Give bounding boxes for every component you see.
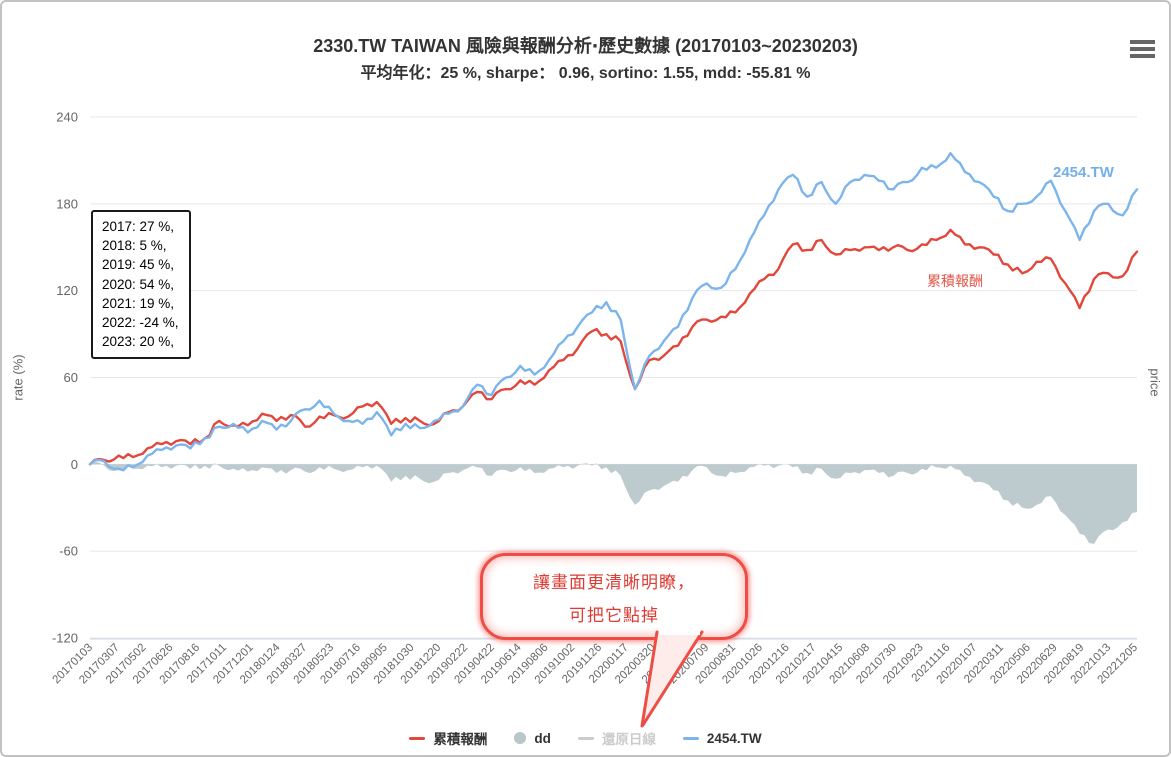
data-series (88, 152, 1139, 544)
y-axis-title-left: rate (%) (10, 354, 26, 401)
legend-marker-line (409, 736, 426, 740)
legend-marker-circle (514, 732, 527, 744)
callout-bubble: 讓畫面更清晰明瞭， 可把它點掉 (480, 553, 748, 640)
dd-drawdown-area (90, 461, 1137, 544)
legend-label: 2454.TW (706, 730, 762, 746)
hamburger-bar (1130, 40, 1155, 44)
annotation-line: 2021: 19 %, (102, 295, 175, 311)
hamburger-bar (1130, 47, 1155, 51)
y-tick-label: 0 (71, 457, 78, 472)
legend: 累積報酬 dd 還原日線 2454.TW (2, 725, 1169, 751)
legend-item-2454-tw[interactable]: 2454.TW (682, 730, 762, 746)
annotation-line: 2018: 5 %, (102, 238, 167, 254)
annotation-line: 2019: 45 %, (102, 257, 175, 273)
y-axis-tick-labels: 240 180 120 60 0 -60 -120 (52, 110, 78, 646)
y-tick-label: 240 (56, 110, 78, 125)
legend-label: 累積報酬 (433, 732, 488, 747)
callout-text-line2: 可把它點掉 (569, 605, 659, 625)
legend-item-cumulative-return[interactable]: 累積報酬 (409, 728, 487, 748)
callout-tail-edge (640, 630, 659, 728)
annotation-line: 2020: 54 %, (102, 276, 175, 292)
legend-marker-line (577, 736, 594, 740)
legend-marker-line (682, 736, 699, 740)
callout-text-line1: 讓畫面更清晰明瞭， (533, 572, 695, 592)
legend-label: 還原日線 (601, 732, 656, 747)
annotation-line: 2023: 20 %, (102, 334, 175, 350)
y-tick-label: 180 (56, 196, 78, 211)
legend-item--[interactable]: 還原日線 (577, 728, 656, 748)
hamburger-menu-icon[interactable] (1130, 40, 1155, 61)
annotation-line: 2022: -24 %, (102, 315, 179, 331)
y-axis-title-right: price (1147, 368, 1163, 397)
chart-subtitle: 平均年化：25 %, sharpe： 0.96, sortino: 1.55, … (360, 65, 811, 82)
annotation-line: 2017: 27 %, (102, 219, 175, 234)
series-label-cumulative-return: 累積報酬 (927, 273, 983, 289)
series-label-2454tw: 2454.TW (1053, 164, 1114, 181)
callout-tail-mask (659, 627, 700, 635)
hamburger-bar (1130, 54, 1155, 58)
y-tick-label: -60 (59, 544, 78, 559)
callout-tail (640, 627, 704, 728)
chart-title: 2330.TW TAIWAN 風險與報酬分析‧歷史數據 (20170103~20… (313, 36, 858, 56)
y-tick-label: 60 (64, 370, 78, 385)
annual-returns-annotation-box: 2017: 27 %, 2018: 5 %, 2019: 45 %, 2020: 54… (91, 210, 191, 360)
legend-label: dd (534, 730, 551, 746)
y-tick-label: 120 (56, 283, 78, 298)
callout-tail-edge (641, 630, 704, 727)
2454tw-line (88, 152, 1139, 472)
legend-item-dd[interactable]: dd (514, 731, 551, 746)
y-tick-label: -120 (52, 631, 78, 646)
cumulative-return-line (88, 228, 1139, 466)
